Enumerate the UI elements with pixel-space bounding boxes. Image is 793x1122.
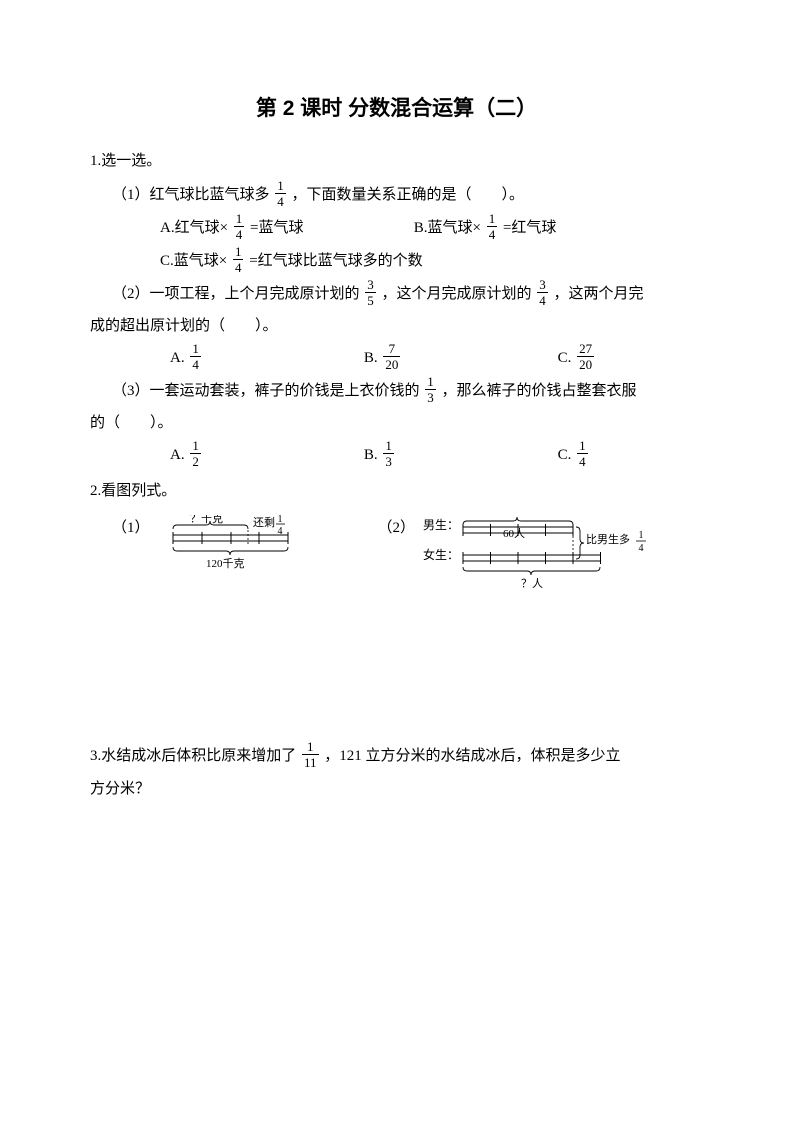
q3-options: A. 12 B. 13 C. 14 bbox=[170, 441, 703, 470]
q2-options: A. 14 B. 720 C. 2720 bbox=[170, 344, 703, 373]
q1-optB-a: B.蓝气球× bbox=[414, 220, 481, 236]
q2-frac2: 34 bbox=[537, 278, 548, 307]
q1-stem-a: （1）红气球比蓝气球多 bbox=[112, 187, 273, 203]
d2-boy: 男生： bbox=[423, 518, 459, 532]
d2-num: （2） bbox=[378, 515, 416, 542]
q3-optA: A. bbox=[170, 447, 185, 463]
q1-optC-a: C.蓝气球× bbox=[160, 253, 227, 269]
q3-frac: 111 bbox=[302, 740, 319, 769]
page-title: 第 2 课时 分数混合运算（二） bbox=[90, 90, 703, 128]
q2-optB: B. bbox=[364, 350, 378, 366]
d1-top-r: 还剩 bbox=[253, 516, 275, 529]
q3-optC-frac: 14 bbox=[577, 439, 588, 468]
q2-optC-frac: 2720 bbox=[577, 342, 594, 371]
d2-frac-n: 1 bbox=[639, 530, 644, 541]
q3-optB: B. bbox=[364, 447, 378, 463]
d2-frac-d: 4 bbox=[639, 543, 644, 554]
q3-optB-frac: 13 bbox=[383, 439, 394, 468]
q3-stem-b: ，那么裤子的价钱占整套衣服 bbox=[442, 383, 637, 399]
q1-optB-b: =红气球 bbox=[503, 220, 556, 236]
q2-optC: C. bbox=[558, 350, 572, 366]
q2-optA: A. bbox=[170, 350, 185, 366]
q2-stem-line2: 成的超出原计划的（ ）。 bbox=[90, 313, 703, 340]
q2-stem-a: （2）一项工程，上个月完成原计划的 bbox=[112, 286, 360, 302]
q3-optC: C. bbox=[558, 447, 572, 463]
q1-optA-frac: 14 bbox=[234, 212, 245, 241]
q1-options-row1: A.红气球× 14 =蓝气球 B.蓝气球× 14 =红气球 bbox=[160, 214, 703, 243]
q2-optA-frac: 14 bbox=[190, 342, 201, 371]
q2-stem-line1: （2）一项工程，上个月完成原计划的 35 ，这个月完成原计划的 34 ，这两个月… bbox=[112, 280, 703, 309]
question-3: 3.水结成冰后体积比原来增加了 111 ，121 立方分米的水结成冰后，体积是多… bbox=[90, 740, 703, 806]
q1-frac: 14 bbox=[275, 179, 286, 208]
q2-optB-frac: 720 bbox=[383, 342, 400, 371]
d2-svg: 男生： 女生： 60人 比男生多 1 4 bbox=[423, 515, 653, 590]
q3-frac: 13 bbox=[425, 375, 436, 404]
q1-stem: （1）红气球比蓝气球多 14 ，下面数量关系正确的是（ ）。 bbox=[112, 181, 703, 210]
d2-girl: 女生： bbox=[423, 547, 459, 562]
section-1-heading: 1.选一选。 bbox=[90, 148, 703, 175]
q1-stem-b: ，下面数量关系正确的是（ ）。 bbox=[292, 187, 525, 203]
q2-frac1: 35 bbox=[365, 278, 376, 307]
q3-stem-line1: （3）一套运动套装，裤子的价钱是上衣价钱的 13 ，那么裤子的价钱占整套衣服 bbox=[112, 377, 703, 406]
q1-optA-b: =蓝气球 bbox=[250, 220, 303, 236]
q3-text-b: ，121 立方分米的水结成冰后，体积是多少立 bbox=[324, 748, 620, 764]
d1-top-q: ？千克 bbox=[190, 515, 223, 525]
q3-text-c: 方分米？ bbox=[90, 781, 150, 797]
q1-optB-frac: 14 bbox=[487, 212, 498, 241]
q2-stem-c: ，这两个月完 bbox=[554, 286, 644, 302]
d1-svg: ？千克 还剩 1 4 120千克 bbox=[158, 515, 328, 570]
diagram-1: （1） ？千克 还剩 1 4 120千克 bbox=[112, 515, 328, 590]
d1-bottom: 120千克 bbox=[206, 557, 245, 570]
q1-optA-a: A.红气球× bbox=[160, 220, 228, 236]
q3-text-a: 3.水结成冰后体积比原来增加了 bbox=[90, 748, 296, 764]
q3-optA-frac: 12 bbox=[190, 439, 201, 468]
q1-optC-b: =红气球比蓝气球多的个数 bbox=[249, 253, 422, 269]
q1-options-row2: C.蓝气球× 14 =红气球比蓝气球多的个数 bbox=[160, 247, 703, 276]
d2-q: ？人 bbox=[521, 577, 543, 590]
q1-optC-frac: 14 bbox=[233, 245, 244, 274]
section-2-heading: 2.看图列式。 bbox=[90, 478, 703, 505]
diagram-2: （2） 男生： 女生： 60人 比男生多 1 4 bbox=[378, 515, 654, 590]
d2-than: 比男生多 bbox=[586, 532, 630, 546]
q3-stem-line2: 的（ ）。 bbox=[90, 410, 703, 437]
q3-stem-a: （3）一套运动套装，裤子的价钱是上衣价钱的 bbox=[112, 383, 420, 399]
d1-frac-n: 1 bbox=[277, 515, 282, 525]
q2-stem-b: ，这个月完成原计划的 bbox=[382, 286, 532, 302]
d1-num: （1） bbox=[112, 515, 150, 542]
